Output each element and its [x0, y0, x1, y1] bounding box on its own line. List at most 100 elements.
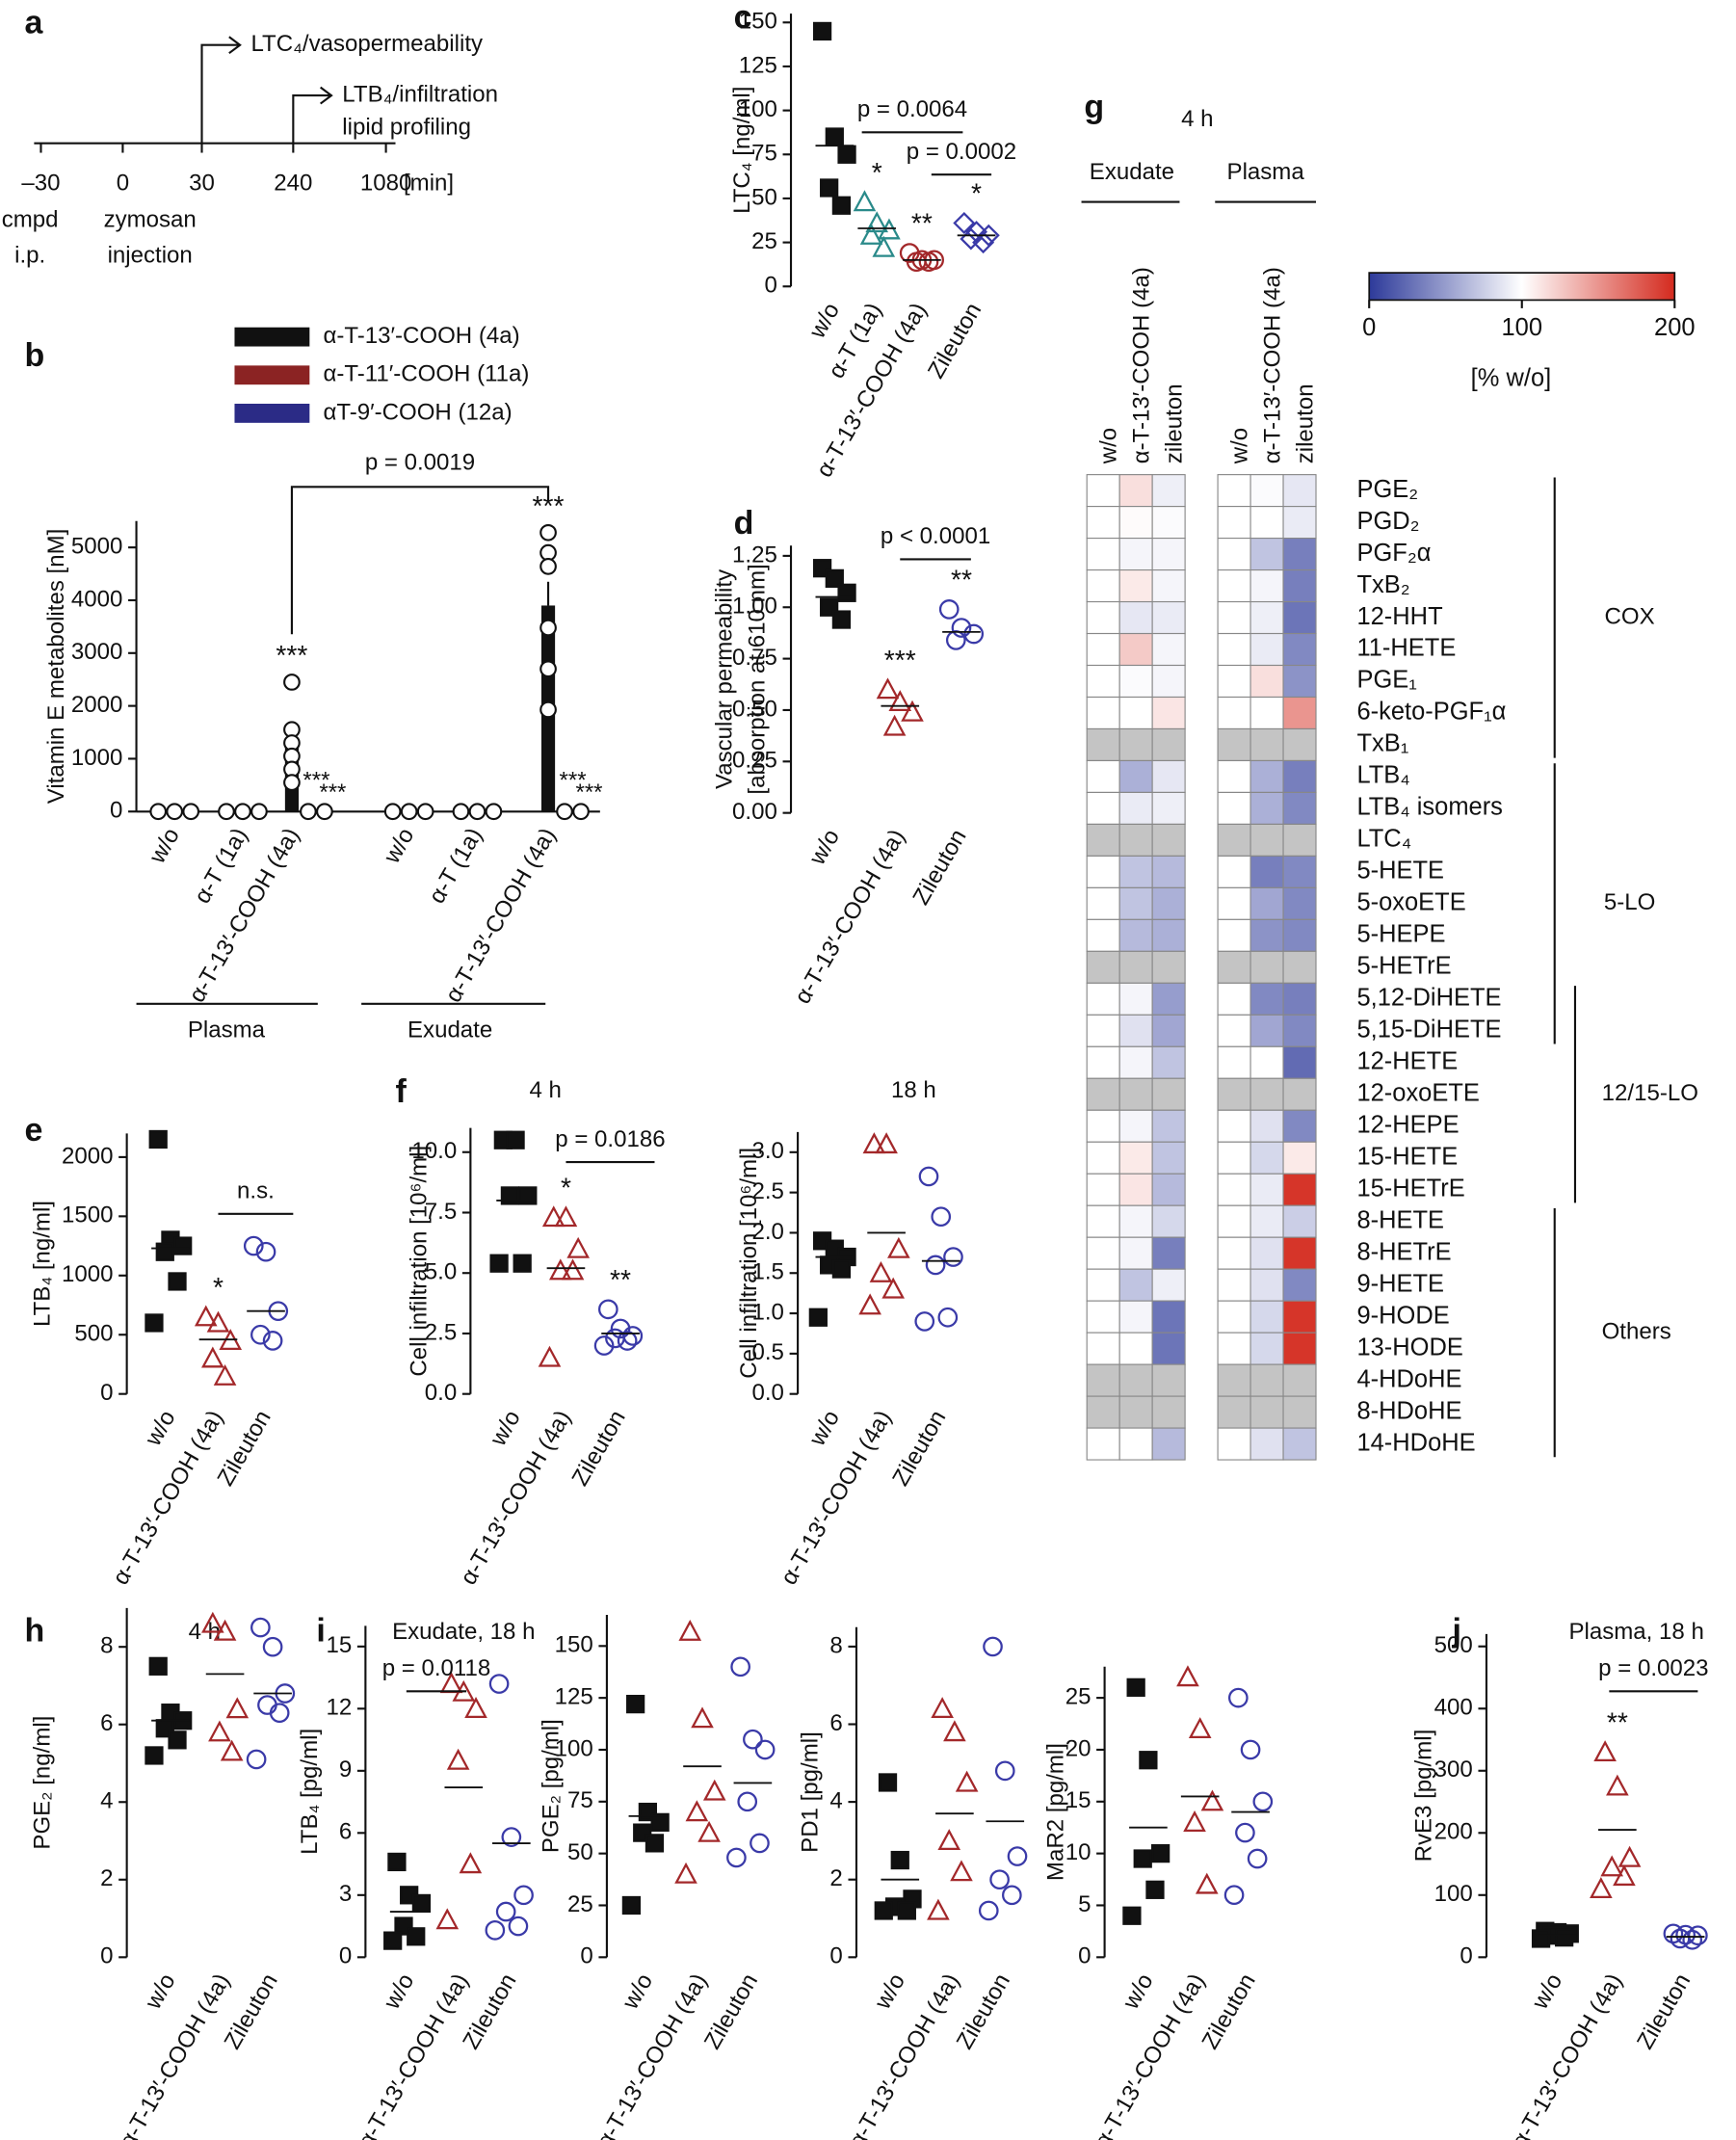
y-tick-label: 4: [829, 1787, 842, 1813]
heatmap-cell: [1249, 600, 1284, 635]
y-tick-label: 0.75: [732, 645, 777, 671]
y-tick-label: 2000: [71, 692, 123, 718]
point: [383, 803, 402, 821]
heatmap-cell: [1249, 1141, 1284, 1175]
heatmap-cell: [1151, 696, 1186, 730]
point: [1195, 1872, 1219, 1894]
point: [452, 803, 470, 821]
chart-title: 4 h: [530, 1077, 562, 1103]
heatmap-cell: [1217, 918, 1251, 952]
panel-letter: b: [24, 337, 44, 374]
row-label: 6-keto-PGF₁α: [1356, 699, 1506, 726]
row-label: 4-HDoHE: [1356, 1365, 1461, 1392]
point: [208, 1720, 231, 1742]
point: [1002, 1885, 1022, 1906]
heatmap-cell: [1282, 568, 1317, 603]
significance: **: [911, 208, 933, 239]
point: [561, 1258, 585, 1281]
timeline-note: zymosan: [104, 207, 197, 233]
heatmap-cell: [1282, 474, 1317, 508]
point: [1593, 1740, 1617, 1762]
point: [283, 674, 301, 691]
heatmap-cell: [1217, 823, 1251, 857]
heatmap-cell: [1151, 727, 1186, 762]
point: [978, 1900, 999, 1921]
heatmap-cell: [1151, 568, 1186, 603]
heatmap-cell: [1086, 1077, 1120, 1111]
point: [283, 774, 301, 791]
y-axis-label: MaR2 [pg/ml]: [1042, 1743, 1068, 1881]
heatmap-cell: [1118, 1427, 1153, 1461]
colorbar-label: [% w/o]: [1471, 364, 1552, 391]
point: [859, 223, 883, 245]
heatmap-cell: [1217, 1363, 1251, 1397]
point: [955, 1770, 979, 1792]
heatmap-cell: [1086, 918, 1120, 952]
heatmap-cell: [1118, 632, 1153, 667]
y-tick-label: 1000: [71, 745, 123, 771]
y-tick-label: 20: [1065, 1735, 1092, 1761]
heatmap-cell: [1282, 1204, 1317, 1238]
point: [383, 1931, 403, 1950]
y-tick-label: 12: [326, 1695, 352, 1721]
heatmap-cell: [1249, 791, 1284, 825]
y-tick-label: 4000: [71, 586, 123, 612]
row-label: 5,15-DiHETE: [1356, 1017, 1501, 1044]
column-label: zileuton: [1162, 383, 1188, 463]
group-label: Plasma: [188, 1017, 266, 1044]
point: [865, 211, 889, 233]
x-tick-label: α-T-13′-COOH (4a): [1507, 1969, 1627, 2140]
y-tick-label: 3000: [71, 639, 123, 665]
point: [255, 1241, 276, 1262]
heatmap-cell: [1118, 823, 1153, 857]
significance: ***: [575, 779, 602, 806]
bracket-label: p = 0.0186: [555, 1126, 665, 1152]
row-label: 5-HETE: [1356, 858, 1444, 885]
row-label: 8-HDoHE: [1356, 1397, 1461, 1424]
point: [513, 1254, 532, 1273]
heatmap-cell: [1282, 632, 1317, 667]
heatmap-cell: [1086, 1109, 1120, 1143]
heatmap-cell: [1118, 538, 1153, 571]
heatmap-cell: [1249, 474, 1284, 508]
point: [145, 1746, 164, 1765]
y-tick-label: 75: [567, 1787, 593, 1813]
point: [501, 1827, 522, 1847]
heatmap-cell: [1249, 1427, 1284, 1461]
point: [182, 803, 200, 821]
y-axis-label: Vitamin E metabolites [nM]: [43, 529, 69, 805]
x-tick-label: w/o: [485, 1406, 526, 1451]
timeline-note: cmpd: [2, 207, 59, 233]
heatmap-cell: [1217, 1268, 1251, 1302]
point: [1613, 1864, 1636, 1887]
panel-letter: f: [396, 1073, 408, 1110]
point: [300, 803, 317, 821]
heatmap-cell: [1151, 1077, 1186, 1111]
heatmap-cell: [1217, 1300, 1251, 1334]
point: [566, 1236, 591, 1258]
heatmap-cell: [1151, 1363, 1186, 1397]
heatmap-cell: [1118, 759, 1153, 794]
heatmap-cell: [1151, 600, 1186, 635]
point: [145, 1313, 164, 1333]
point: [538, 1345, 562, 1367]
heatmap-cell: [1217, 727, 1251, 762]
heatmap-cell: [1282, 982, 1317, 1016]
y-tick-label: 10.0: [411, 1138, 457, 1164]
heatmap-cell: [1282, 918, 1317, 952]
y-tick-label: 5: [1078, 1891, 1091, 1917]
significance: ***: [559, 767, 586, 793]
y-tick-label: 125: [739, 52, 777, 78]
y-tick-label: 3.0: [752, 1138, 784, 1164]
heatmap-cell: [1217, 982, 1251, 1016]
point: [888, 690, 912, 712]
heatmap-cell: [1086, 632, 1120, 667]
heatmap-cell: [1151, 886, 1186, 920]
x-tick-label: Zileuton: [923, 299, 986, 383]
y-tick-label: 25: [1065, 1683, 1092, 1709]
heatmap-cell: [1151, 855, 1186, 888]
heatmap-cell: [1282, 1236, 1317, 1270]
row-label: LTC₄: [1356, 826, 1411, 853]
